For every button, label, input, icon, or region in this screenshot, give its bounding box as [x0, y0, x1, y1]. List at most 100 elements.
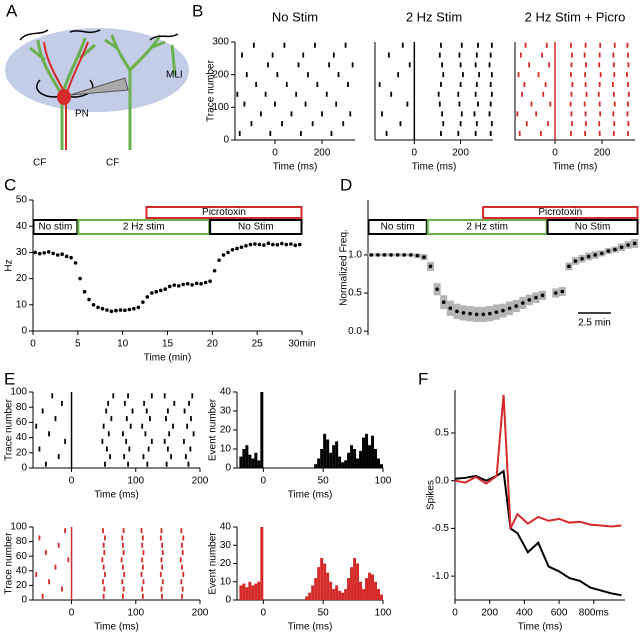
- histogram-bar: [323, 433, 327, 468]
- spike: [475, 81, 478, 87]
- y-tick-label: 80: [16, 402, 28, 413]
- histogram-bar: [365, 433, 369, 468]
- histogram-bar: [251, 458, 255, 468]
- condition-label: No Stim: [238, 222, 274, 233]
- spike: [252, 42, 255, 48]
- spike: [141, 564, 144, 570]
- point: [114, 308, 118, 313]
- spike: [627, 81, 629, 87]
- y-axis-label: Spikes: [426, 480, 437, 510]
- spike: [474, 91, 477, 97]
- spike: [438, 52, 441, 58]
- spike: [264, 91, 267, 97]
- spike: [347, 81, 349, 87]
- point: [181, 282, 185, 287]
- spike: [161, 550, 164, 556]
- histogram-bar: [353, 558, 357, 600]
- x-tick-label: 0: [552, 148, 558, 159]
- spike: [585, 91, 588, 97]
- spike: [189, 446, 192, 452]
- point: [69, 255, 73, 260]
- spike: [571, 52, 573, 58]
- point: [455, 309, 459, 314]
- spike: [122, 593, 124, 599]
- point: [248, 242, 253, 247]
- spike: [378, 81, 381, 87]
- x-tick-label: 100: [375, 476, 392, 487]
- histogram-bar: [326, 439, 330, 468]
- spike: [437, 91, 440, 97]
- point: [280, 241, 284, 246]
- point: [415, 253, 420, 258]
- spike: [150, 438, 153, 444]
- y-tick-label: 40: [16, 432, 28, 443]
- point: [194, 281, 199, 286]
- spike: [459, 121, 462, 127]
- spike: [537, 72, 540, 78]
- spike: [102, 542, 105, 548]
- spike: [307, 72, 309, 78]
- spike: [144, 431, 147, 437]
- y-tick-label: 0.5: [435, 428, 449, 439]
- point: [632, 241, 637, 246]
- point: [507, 306, 512, 311]
- point: [136, 305, 141, 310]
- condition-bar: [32, 219, 79, 235]
- y-tick-label: 80: [16, 536, 28, 547]
- spike: [104, 571, 106, 577]
- condition-label: Picrotoxin: [538, 207, 582, 218]
- spike: [48, 431, 50, 437]
- spike: [146, 461, 149, 467]
- spike: [181, 564, 183, 570]
- spike: [187, 461, 190, 467]
- chart-title: 2 Hz Stim + Picro: [525, 9, 626, 24]
- y-tick-label: 10: [16, 299, 28, 310]
- y-tick-label: 40: [16, 565, 28, 576]
- x-tick-label: 20: [207, 339, 219, 350]
- spike: [584, 130, 587, 136]
- histogram-bar: [305, 596, 309, 600]
- x-tick-label: 0: [272, 148, 278, 159]
- spike: [107, 400, 110, 406]
- point: [448, 306, 453, 311]
- point: [527, 298, 532, 302]
- histogram-bar: [260, 392, 264, 468]
- spike: [490, 42, 493, 48]
- histogram-bar: [371, 574, 375, 600]
- y-tick-label: 0: [223, 135, 229, 146]
- spike: [475, 121, 478, 127]
- spike: [141, 423, 144, 429]
- histogram-bar: [239, 585, 243, 600]
- electrode: [69, 77, 129, 96]
- spike: [570, 130, 572, 136]
- spike: [613, 42, 616, 48]
- point: [461, 311, 466, 315]
- chart-title: 2 Hz Stim: [406, 9, 462, 24]
- spike: [314, 42, 316, 48]
- x-axis-label: Time (min): [144, 353, 191, 364]
- point: [64, 254, 69, 259]
- point: [235, 246, 239, 251]
- spike: [165, 416, 167, 422]
- spike: [401, 42, 404, 48]
- spike: [612, 130, 615, 136]
- histogram-bar: [371, 435, 375, 468]
- condition-bar: [546, 219, 639, 235]
- spike: [285, 81, 288, 87]
- condition-bar: [209, 219, 303, 235]
- spike: [67, 557, 70, 563]
- spike: [107, 431, 110, 437]
- spike: [54, 416, 57, 422]
- x-axis-label: Time (ms): [553, 162, 598, 173]
- point: [109, 309, 114, 314]
- spike: [627, 101, 629, 107]
- spike: [170, 454, 172, 460]
- histogram-bar: [251, 585, 255, 600]
- histogram-bar: [356, 563, 360, 600]
- point: [369, 253, 374, 257]
- spike: [539, 130, 542, 136]
- spike: [129, 423, 132, 429]
- histogram-bar: [329, 581, 333, 600]
- spike: [535, 111, 538, 117]
- spike: [180, 528, 183, 534]
